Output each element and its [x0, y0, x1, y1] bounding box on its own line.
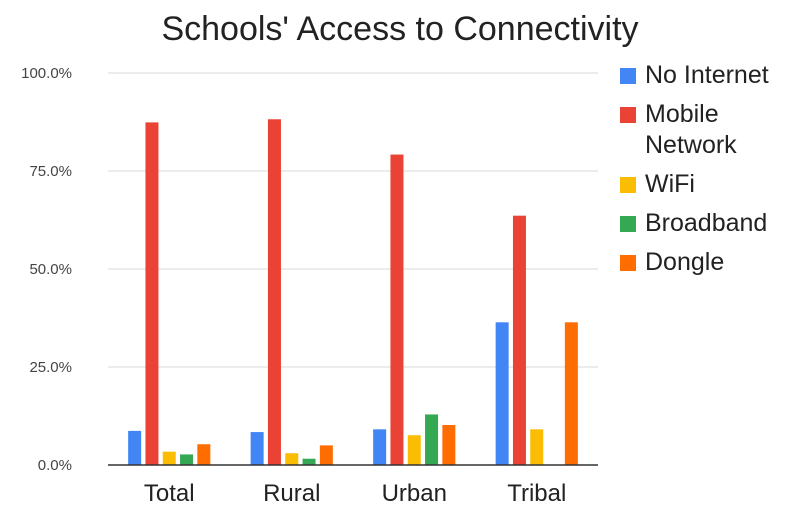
legend-swatch — [620, 216, 636, 232]
x-tick-label: Urban — [382, 480, 447, 504]
bar-dongle-tribal — [564, 322, 578, 465]
x-tick-label: Rural — [263, 480, 320, 504]
bar-broadband-rural — [302, 458, 316, 465]
legend-swatch — [620, 107, 636, 123]
bar-wifi-urban — [407, 435, 421, 465]
bar-mobile-network-total — [145, 122, 159, 465]
legend-swatch — [620, 255, 636, 271]
bar-mobile-network-urban — [390, 154, 404, 465]
legend-label: Dongle — [645, 247, 724, 278]
y-tick-label: 75.0% — [29, 163, 72, 180]
bar-dongle-rural — [319, 445, 333, 465]
legend: No Internet Mobile Network WiFi Broadband Don… — [620, 60, 804, 286]
bar-no-internet-urban — [373, 429, 387, 465]
bar-no-internet-tribal — [495, 322, 509, 465]
legend-label-line: Dongle — [645, 248, 725, 276]
legend-item: Dongle — [620, 247, 804, 278]
bar-no-internet-total — [128, 430, 142, 465]
bar-wifi-tribal — [530, 429, 544, 465]
bar-broadband-urban — [425, 414, 439, 465]
chart-title: Schools' Access to Connectivity — [161, 10, 638, 48]
x-axis-ticks: Total Rural Urban Tribal — [144, 480, 566, 507]
legend-label-line: Broadband — [645, 209, 768, 237]
legend-item: WiFi — [620, 169, 804, 200]
bar-broadband-total — [180, 454, 194, 465]
y-tick-label: 25.0% — [29, 359, 72, 376]
legend-label-line: Mobile — [645, 100, 719, 128]
legend-label: No Internet — [645, 60, 769, 91]
legend-label-line: Network — [645, 131, 737, 159]
legend-swatch — [620, 177, 636, 193]
bar-wifi-total — [162, 451, 176, 465]
legend-label: Broadband — [645, 208, 767, 239]
legend-item: Mobile Network — [620, 99, 804, 161]
bar-dongle-urban — [442, 425, 456, 465]
legend-swatch — [620, 68, 636, 84]
bar-no-internet-rural — [250, 432, 264, 465]
y-tick-label: 0.0% — [38, 457, 72, 474]
bar-dongle-total — [197, 444, 211, 465]
y-tick-label: 50.0% — [29, 261, 72, 278]
bar-wifi-rural — [285, 453, 299, 465]
legend-item: Broadband — [620, 208, 804, 239]
legend-label: Mobile Network — [645, 99, 737, 161]
bar-mobile-network-rural — [267, 119, 281, 466]
x-tick-label: Tribal — [507, 480, 566, 504]
legend-item: No Internet — [620, 60, 804, 91]
y-axis-ticks: 0.0% 25.0% 50.0% 75.0% 100.0% — [21, 65, 72, 474]
bar-mobile-network-tribal — [512, 215, 526, 465]
bars — [128, 119, 578, 466]
legend-label-line: No Internet — [645, 61, 769, 89]
x-tick-label: Total — [144, 480, 195, 504]
legend-label-line: WiFi — [645, 170, 695, 198]
legend-label: WiFi — [645, 169, 695, 200]
y-tick-label: 100.0% — [21, 65, 72, 82]
